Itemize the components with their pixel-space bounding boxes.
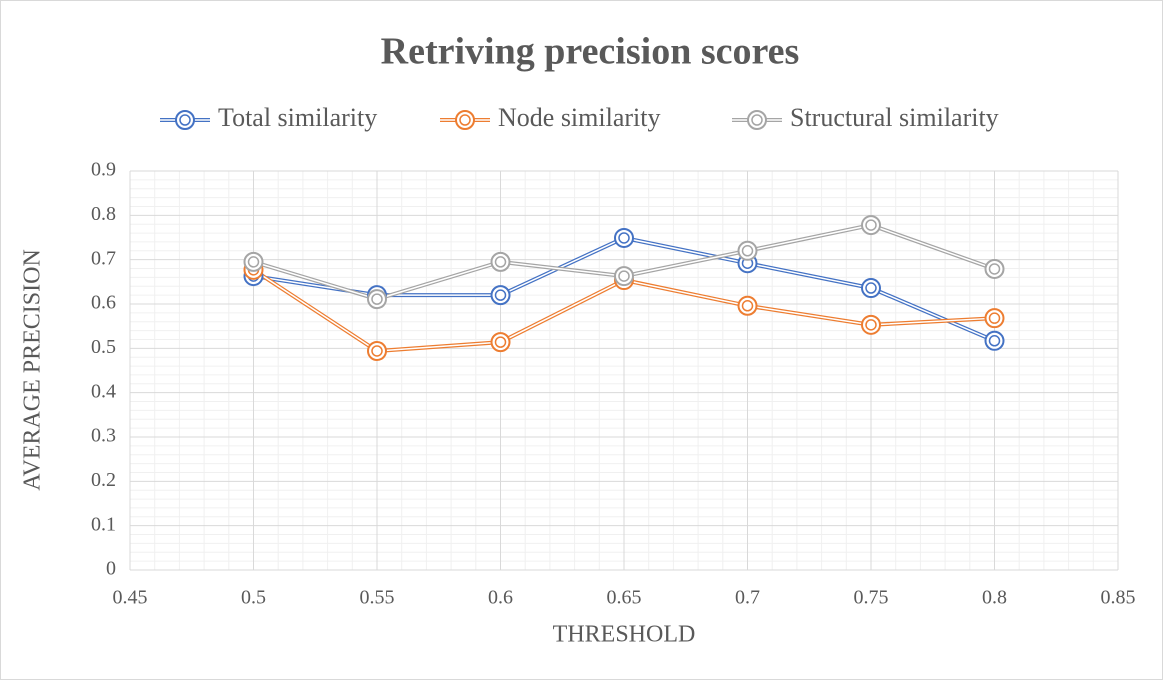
marker [984, 330, 1005, 351]
marker-inner [618, 232, 630, 244]
marker [490, 285, 511, 306]
marker-inner [988, 312, 1001, 324]
marker-inner [494, 289, 507, 301]
x-tick-label: 0.5 [241, 587, 266, 609]
marker [984, 308, 1005, 329]
chart-title: Retriving precision scores [381, 31, 800, 73]
y-tick-label: 0.4 [91, 380, 116, 402]
marker-inner [741, 245, 754, 257]
grid: 0 0.1 0.2 0.3 0.4 0.5 0.6 0.7 0.8 0.9 0.45 0.5 0.55 0… [91, 159, 1136, 609]
marker [861, 278, 881, 299]
x-tick-label: 0.65 [607, 587, 642, 609]
x-tick-label: 0.55 [360, 587, 395, 609]
legend-label: Node similarity [498, 103, 660, 132]
marker [737, 240, 758, 261]
y-tick-label: 0.2 [91, 469, 116, 491]
x-tick-label: 0.85 [1101, 587, 1136, 609]
marker [861, 314, 881, 335]
y-axis-title: AVERAGE PRECISION [20, 249, 46, 491]
x-tick-label: 0.8 [982, 587, 1007, 609]
marker-inner [865, 282, 877, 294]
y-tick-label: 0 [106, 558, 116, 580]
marker-inner [618, 270, 630, 282]
marker-inner [371, 345, 383, 357]
marker [367, 289, 387, 310]
legend-marker-inner [179, 114, 191, 126]
marker [490, 251, 511, 272]
y-tick-label: 0.8 [91, 203, 116, 225]
legend-label: Total similarity [218, 103, 377, 132]
x-tick-label: 0.45 [113, 587, 148, 609]
x-axis-title: THRESHOLD [553, 622, 696, 648]
legend-marker [175, 110, 195, 130]
y-tick-label: 0.1 [91, 513, 116, 535]
y-tick-label: 0.3 [91, 425, 116, 447]
legend-marker-inner [459, 114, 471, 126]
legend-marker [455, 110, 475, 130]
marker-inner [247, 256, 260, 268]
marker-inner [494, 256, 507, 268]
marker [243, 251, 264, 272]
marker-inner [865, 219, 877, 231]
y-tick-label: 0.7 [91, 247, 116, 269]
x-tick-label: 0.7 [735, 587, 760, 609]
legend-marker [747, 110, 767, 130]
marker [490, 332, 511, 353]
marker [861, 215, 881, 236]
marker-inner [494, 336, 507, 348]
y-tick-label: 0.9 [91, 159, 116, 181]
marker-inner [371, 293, 383, 305]
marker [984, 258, 1005, 279]
marker [614, 227, 634, 248]
x-tick-label: 0.6 [488, 587, 513, 609]
marker-inner [988, 263, 1001, 275]
marker [737, 295, 758, 316]
marker-inner [741, 300, 754, 312]
plot [243, 215, 1005, 361]
x-tick-label: 0.75 [854, 587, 889, 609]
legend: Total similarity Node similarity Structura… [160, 103, 999, 132]
legend-marker-inner [751, 114, 763, 126]
marker [614, 266, 634, 287]
marker [367, 340, 387, 361]
marker-inner [865, 319, 877, 331]
y-tick-label: 0.5 [91, 336, 116, 358]
legend-label: Structural similarity [790, 103, 999, 132]
y-tick-label: 0.6 [91, 292, 116, 314]
marker-inner [988, 335, 1001, 347]
